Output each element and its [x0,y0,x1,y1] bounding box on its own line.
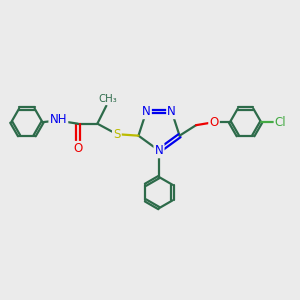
Text: NH: NH [50,113,67,126]
Text: N: N [142,105,151,118]
Text: CH₃: CH₃ [98,94,117,104]
Text: O: O [73,142,83,155]
Text: O: O [209,116,219,129]
Text: N: N [167,105,176,118]
Text: S: S [113,128,121,141]
Text: N: N [154,144,164,157]
Text: Cl: Cl [275,116,286,129]
